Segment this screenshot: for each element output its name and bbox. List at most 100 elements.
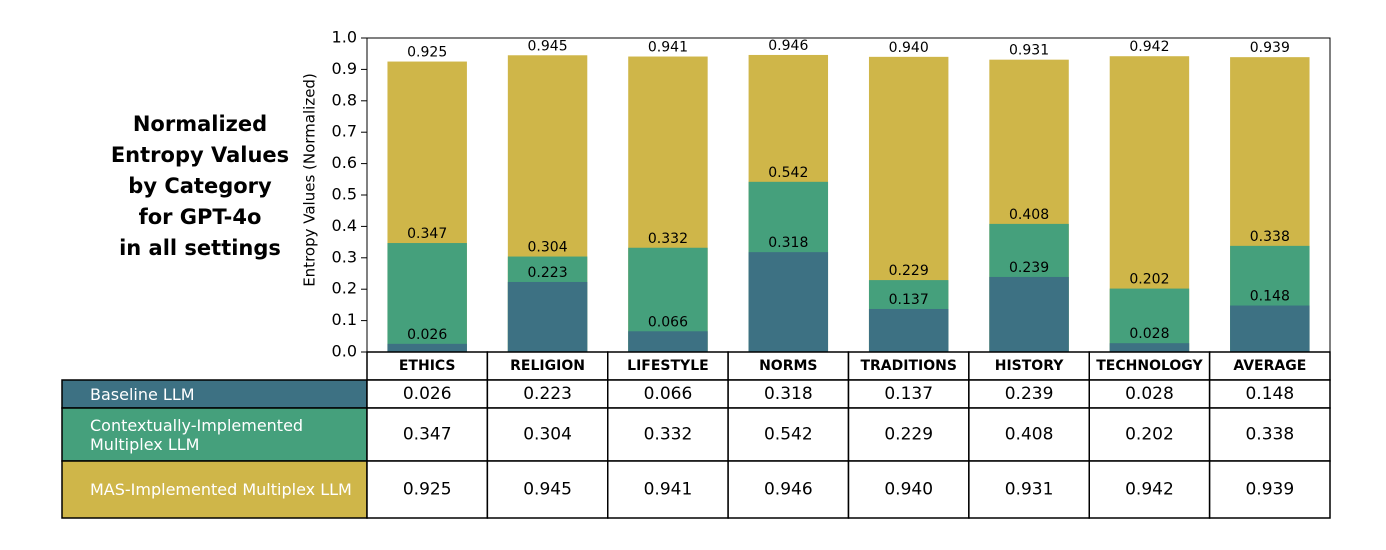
table-value: 0.338 — [1245, 425, 1294, 445]
table-cell — [1088, 460, 1211, 519]
table-value: 0.946 — [764, 480, 813, 500]
data-label: 0.408 — [1009, 207, 1049, 223]
y-tick-label: 0.2 — [332, 279, 357, 298]
data-label: 0.148 — [1250, 289, 1290, 305]
legend-swatch — [61, 407, 368, 462]
bar — [1109, 343, 1190, 352]
data-label: 0.931 — [1009, 43, 1049, 59]
data-label: 0.223 — [528, 265, 568, 281]
table-value: 0.229 — [884, 425, 933, 445]
legend-label: Baseline LLM — [90, 384, 195, 404]
data-label: 0.239 — [1009, 260, 1049, 276]
y-tick-label: 0.9 — [332, 59, 357, 78]
column-header: NORMS — [759, 358, 817, 374]
table-cell — [366, 407, 489, 462]
table-cell — [968, 351, 1090, 381]
bar — [748, 252, 829, 352]
column-header: ETHICS — [399, 358, 456, 374]
chart-title: in all settings — [119, 236, 281, 260]
data-label: 0.028 — [1129, 326, 1169, 342]
column-header: LIFESTYLE — [627, 358, 709, 374]
table-value: 0.026 — [403, 384, 452, 404]
table-cell — [1208, 407, 1331, 462]
data-label: 0.318 — [768, 235, 808, 251]
legend-swatch — [61, 460, 368, 519]
y-tick-label: 1.0 — [332, 28, 357, 47]
bar — [507, 281, 588, 352]
data-label: 0.542 — [768, 165, 808, 181]
table-cell — [366, 351, 489, 381]
data-label: 0.939 — [1250, 40, 1290, 56]
chart-title: Entropy Values — [111, 143, 289, 167]
y-tick-label: 0.6 — [332, 153, 357, 172]
bar — [868, 308, 949, 352]
table-value: 0.332 — [644, 425, 693, 445]
legend-entry: MAS-Implemented Multiplex LLM — [90, 480, 352, 499]
table-cell — [727, 379, 850, 409]
table-cell — [968, 379, 1090, 409]
data-label: 0.026 — [407, 327, 447, 343]
table-cell — [968, 407, 1090, 462]
legend-entry: Baseline LLM — [90, 384, 195, 404]
table-cell — [486, 379, 609, 409]
table-value: 0.941 — [644, 480, 693, 500]
column-header: TRADITIONS — [860, 358, 956, 374]
table-value: 0.148 — [1245, 384, 1294, 404]
bar — [628, 331, 708, 352]
table-value: 0.940 — [884, 480, 933, 500]
table-cell — [1088, 407, 1211, 462]
bar — [1109, 288, 1190, 352]
table-value: 0.066 — [644, 384, 693, 404]
bar — [387, 243, 467, 352]
column-header: TECHNOLOGY — [1096, 358, 1203, 374]
table-value: 0.304 — [523, 425, 572, 445]
chart-title: for GPT-4o — [139, 205, 262, 229]
table-value: 0.942 — [1125, 480, 1174, 500]
y-tick-label: 0.3 — [332, 247, 357, 266]
data-label: 0.946 — [768, 38, 808, 54]
y-tick-label: 0.5 — [332, 185, 357, 204]
y-tick-label: 0.4 — [332, 216, 357, 235]
data-label: 0.066 — [648, 314, 688, 330]
data-label: 0.925 — [407, 45, 447, 61]
table-value: 0.347 — [403, 425, 452, 445]
data-label: 0.332 — [648, 231, 688, 247]
chart-title: by Category — [128, 174, 272, 198]
table-cell — [486, 351, 609, 381]
legend-label: MAS-Implemented Multiplex LLM — [90, 480, 352, 499]
data-label: 0.347 — [407, 226, 447, 242]
y-tick-label: 0.8 — [332, 90, 357, 109]
y-tick-label: 0.7 — [332, 122, 357, 141]
table-value: 0.408 — [1005, 425, 1054, 445]
data-label: 0.229 — [889, 263, 929, 279]
column-header: RELIGION — [510, 358, 585, 374]
data-label: 0.304 — [528, 240, 568, 256]
table-value: 0.945 — [523, 480, 572, 500]
table-value: 0.931 — [1005, 480, 1054, 500]
table-value: 0.137 — [884, 384, 933, 404]
legend-entry: Contextually-Implemented Multiplex LLM — [90, 415, 304, 454]
table-cell — [1208, 379, 1331, 409]
table-value: 0.939 — [1245, 480, 1294, 500]
table-cell — [607, 407, 729, 462]
table-cell — [847, 407, 970, 462]
data-label: 0.940 — [889, 40, 929, 56]
table-cell — [1088, 379, 1211, 409]
chart-title: Normalized — [133, 112, 267, 136]
data-label: 0.202 — [1129, 272, 1169, 288]
table-cell — [847, 351, 970, 381]
y-tick-label: 0.1 — [332, 310, 357, 329]
legend-label: Contextually-Implemented Multiplex LLM — [90, 415, 304, 454]
data-label: 0.941 — [648, 40, 688, 56]
bar — [989, 276, 1069, 352]
table-value: 0.318 — [764, 384, 813, 404]
table-value: 0.925 — [403, 480, 452, 500]
table-cell — [847, 379, 970, 409]
table-cell — [1208, 460, 1331, 519]
data-label: 0.942 — [1129, 39, 1169, 55]
table-value: 0.239 — [1005, 384, 1054, 404]
table-value: 0.028 — [1125, 384, 1174, 404]
table-value: 0.223 — [523, 384, 572, 404]
table-value: 0.542 — [764, 425, 813, 445]
